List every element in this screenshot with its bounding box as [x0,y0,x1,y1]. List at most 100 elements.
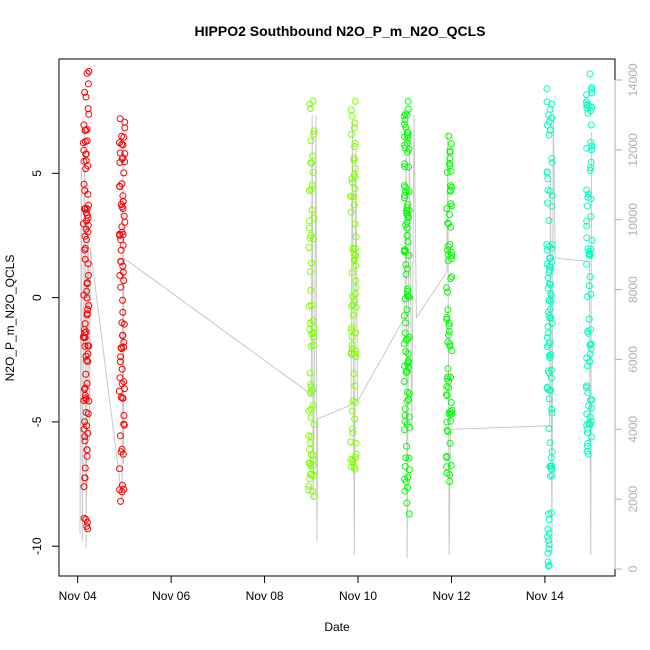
data-point [117,246,125,254]
data-point [83,311,91,319]
data-point [544,186,552,194]
data-point [587,138,595,146]
y2-tick-label: 14000 [626,63,640,97]
data-point [443,452,450,460]
data-point [402,368,410,376]
data-point [305,407,313,415]
y-axis-label: N2O_P_m_N2O_QCLS [3,255,17,382]
y2-tick-label: 2000 [626,485,640,512]
y-tick-label: 0 [30,294,44,301]
data-point [351,220,359,228]
data-point [120,378,128,386]
data-point [309,401,317,409]
data-point [351,415,359,423]
data-point [442,391,450,399]
data-point [583,421,591,429]
data-point [544,525,552,533]
data-point [404,148,411,156]
data-point [348,324,356,332]
data-point [405,396,412,404]
data-point [309,451,317,459]
x-axis: Nov 04 Nov 06 Nov 08 Nov 10 Nov 12 Nov 14 [59,575,564,603]
data-point [400,312,408,320]
data-point [120,169,128,177]
data-point [306,439,314,447]
data-point [447,167,455,175]
data-point [545,131,553,139]
data-point [544,121,551,129]
data-point [545,216,553,224]
data-point [446,471,454,479]
data-point [85,67,93,75]
data-point [401,183,409,191]
data-point [348,463,355,471]
data-point [82,396,90,403]
data-point [405,510,413,518]
data-point [405,188,413,196]
data-point [352,439,360,447]
data-point [403,442,410,450]
data-point [84,306,92,313]
data-point [347,456,355,463]
data-point [402,454,410,462]
data-point [347,106,355,114]
data-point [348,341,356,349]
data-point [81,437,89,445]
data-point [583,447,591,455]
data-point [309,487,316,495]
data-point [404,214,412,222]
data-point [118,365,126,373]
data-point [402,348,410,356]
data-point [587,164,595,172]
data-point [306,268,314,276]
data-point [352,233,360,241]
data-point [584,327,592,335]
data-point [401,487,409,495]
data-point [447,140,455,148]
data-point [586,350,594,358]
data-point [447,182,454,190]
data-point [118,319,126,327]
data-point [306,475,314,483]
data-point [349,456,357,464]
data-point [543,343,551,350]
data-point [401,247,409,255]
data-point [548,405,556,413]
data-point [448,410,456,418]
data-point [116,432,124,440]
data-point [584,293,591,301]
data-point [448,406,456,414]
data-point [447,399,455,406]
data-point [544,558,552,566]
data-point [119,450,127,458]
data-point [544,175,552,183]
data-point [116,139,123,147]
data-point [351,173,359,181]
chart-title: HIPPO2 Southbound N2O_P_m_N2O_QCLS [195,23,486,39]
data-point [306,234,314,242]
data-point [586,273,594,281]
data-point [84,410,92,418]
data-point [85,110,93,118]
data-point [80,334,88,342]
data-point [84,221,92,229]
data-point [305,217,313,225]
data-point [118,140,126,148]
data-point [81,384,89,392]
data-point [309,235,317,243]
data-point [404,97,412,105]
data-point [116,182,123,190]
data-point [83,236,90,243]
data-point [82,157,90,165]
data-point [120,420,128,428]
data-point [305,482,313,490]
data-point [443,418,451,426]
data-point [117,283,125,291]
data-point [80,425,88,433]
data-point [585,402,593,410]
data-point [82,165,90,173]
data-point [352,252,359,259]
data-point [586,358,594,365]
data-point [401,194,409,202]
data-point [350,154,358,162]
